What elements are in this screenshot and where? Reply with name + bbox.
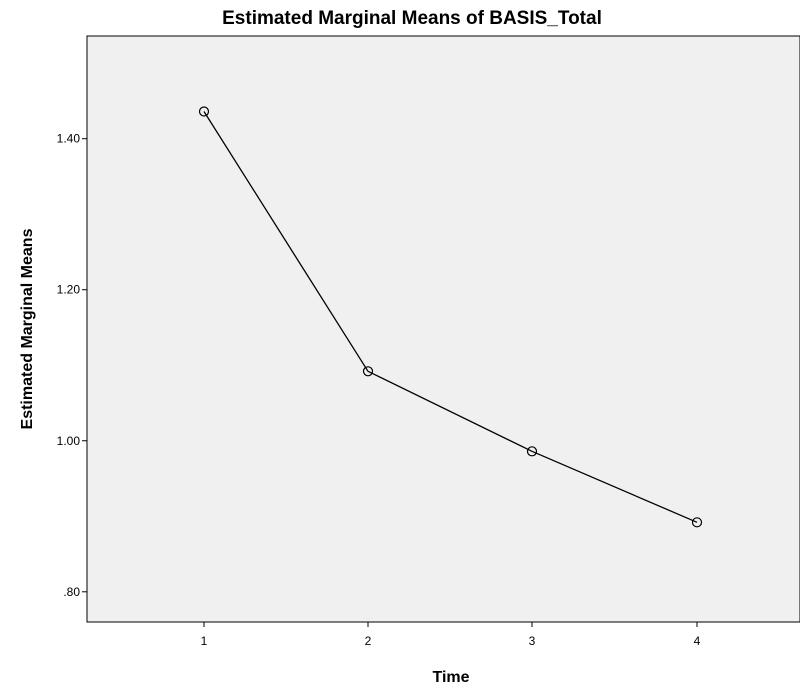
data-point — [526, 446, 538, 457]
axis-ticks: .80 1.00 1.20 1.40 1 2 3 4 — [57, 132, 701, 648]
x-tick-label: 2 — [365, 634, 372, 648]
x-tick-label: 1 — [201, 634, 208, 648]
y-tick-label: 1.20 — [57, 283, 81, 297]
y-tick-label: .80 — [63, 585, 80, 599]
x-tick-label: 4 — [694, 634, 701, 648]
series-layer — [198, 106, 703, 528]
y-tick-label: 1.00 — [57, 434, 81, 448]
data-point — [362, 366, 374, 377]
data-point — [198, 106, 210, 117]
y-tick-label: 1.40 — [57, 132, 81, 146]
chart-title: Estimated Marginal Means of BASIS_Total — [222, 8, 602, 29]
series-line — [203, 111, 698, 523]
plot-area — [86, 35, 800, 623]
x-axis-title: Time — [432, 669, 469, 686]
data-point — [691, 517, 703, 528]
x-tick-label: 3 — [529, 634, 536, 648]
y-axis-title: Estimated Marginal Means — [19, 228, 36, 429]
